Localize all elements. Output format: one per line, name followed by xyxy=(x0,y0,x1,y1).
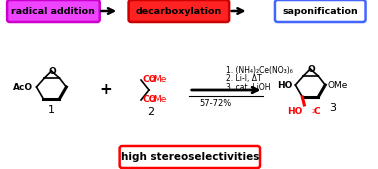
Text: HO: HO xyxy=(277,80,292,90)
Text: 3: 3 xyxy=(329,103,336,113)
Text: radical addition: radical addition xyxy=(11,6,95,16)
Text: decarboxylation: decarboxylation xyxy=(136,6,222,16)
FancyBboxPatch shape xyxy=(129,0,229,22)
Text: O: O xyxy=(307,65,315,74)
Text: +: + xyxy=(100,82,113,98)
Text: high stereoselectivities: high stereoselectivities xyxy=(121,152,259,162)
Text: 2: 2 xyxy=(311,109,315,114)
FancyBboxPatch shape xyxy=(119,146,260,168)
Text: 2: 2 xyxy=(147,107,155,117)
Text: saponification: saponification xyxy=(282,6,358,16)
Text: 2: 2 xyxy=(150,98,155,103)
FancyBboxPatch shape xyxy=(275,0,366,22)
Text: Me: Me xyxy=(153,76,166,84)
Text: 1. (NH₄)₂Ce(NO₃)₆: 1. (NH₄)₂Ce(NO₃)₆ xyxy=(226,66,293,75)
Text: Me: Me xyxy=(153,95,166,104)
Text: 2. Li-I, ΔT: 2. Li-I, ΔT xyxy=(226,75,261,83)
Text: HO: HO xyxy=(287,106,302,115)
Text: 1: 1 xyxy=(48,105,55,115)
Text: AcO: AcO xyxy=(13,82,34,91)
Text: 2: 2 xyxy=(150,78,155,83)
Text: O: O xyxy=(48,66,56,76)
FancyBboxPatch shape xyxy=(7,0,100,22)
Text: C: C xyxy=(313,106,320,115)
Text: OMe: OMe xyxy=(327,80,348,90)
Text: CO: CO xyxy=(142,76,156,84)
Text: 3. cat. LiOH: 3. cat. LiOH xyxy=(226,83,270,92)
Text: CO: CO xyxy=(142,95,156,104)
Text: 57-72%: 57-72% xyxy=(200,99,232,107)
